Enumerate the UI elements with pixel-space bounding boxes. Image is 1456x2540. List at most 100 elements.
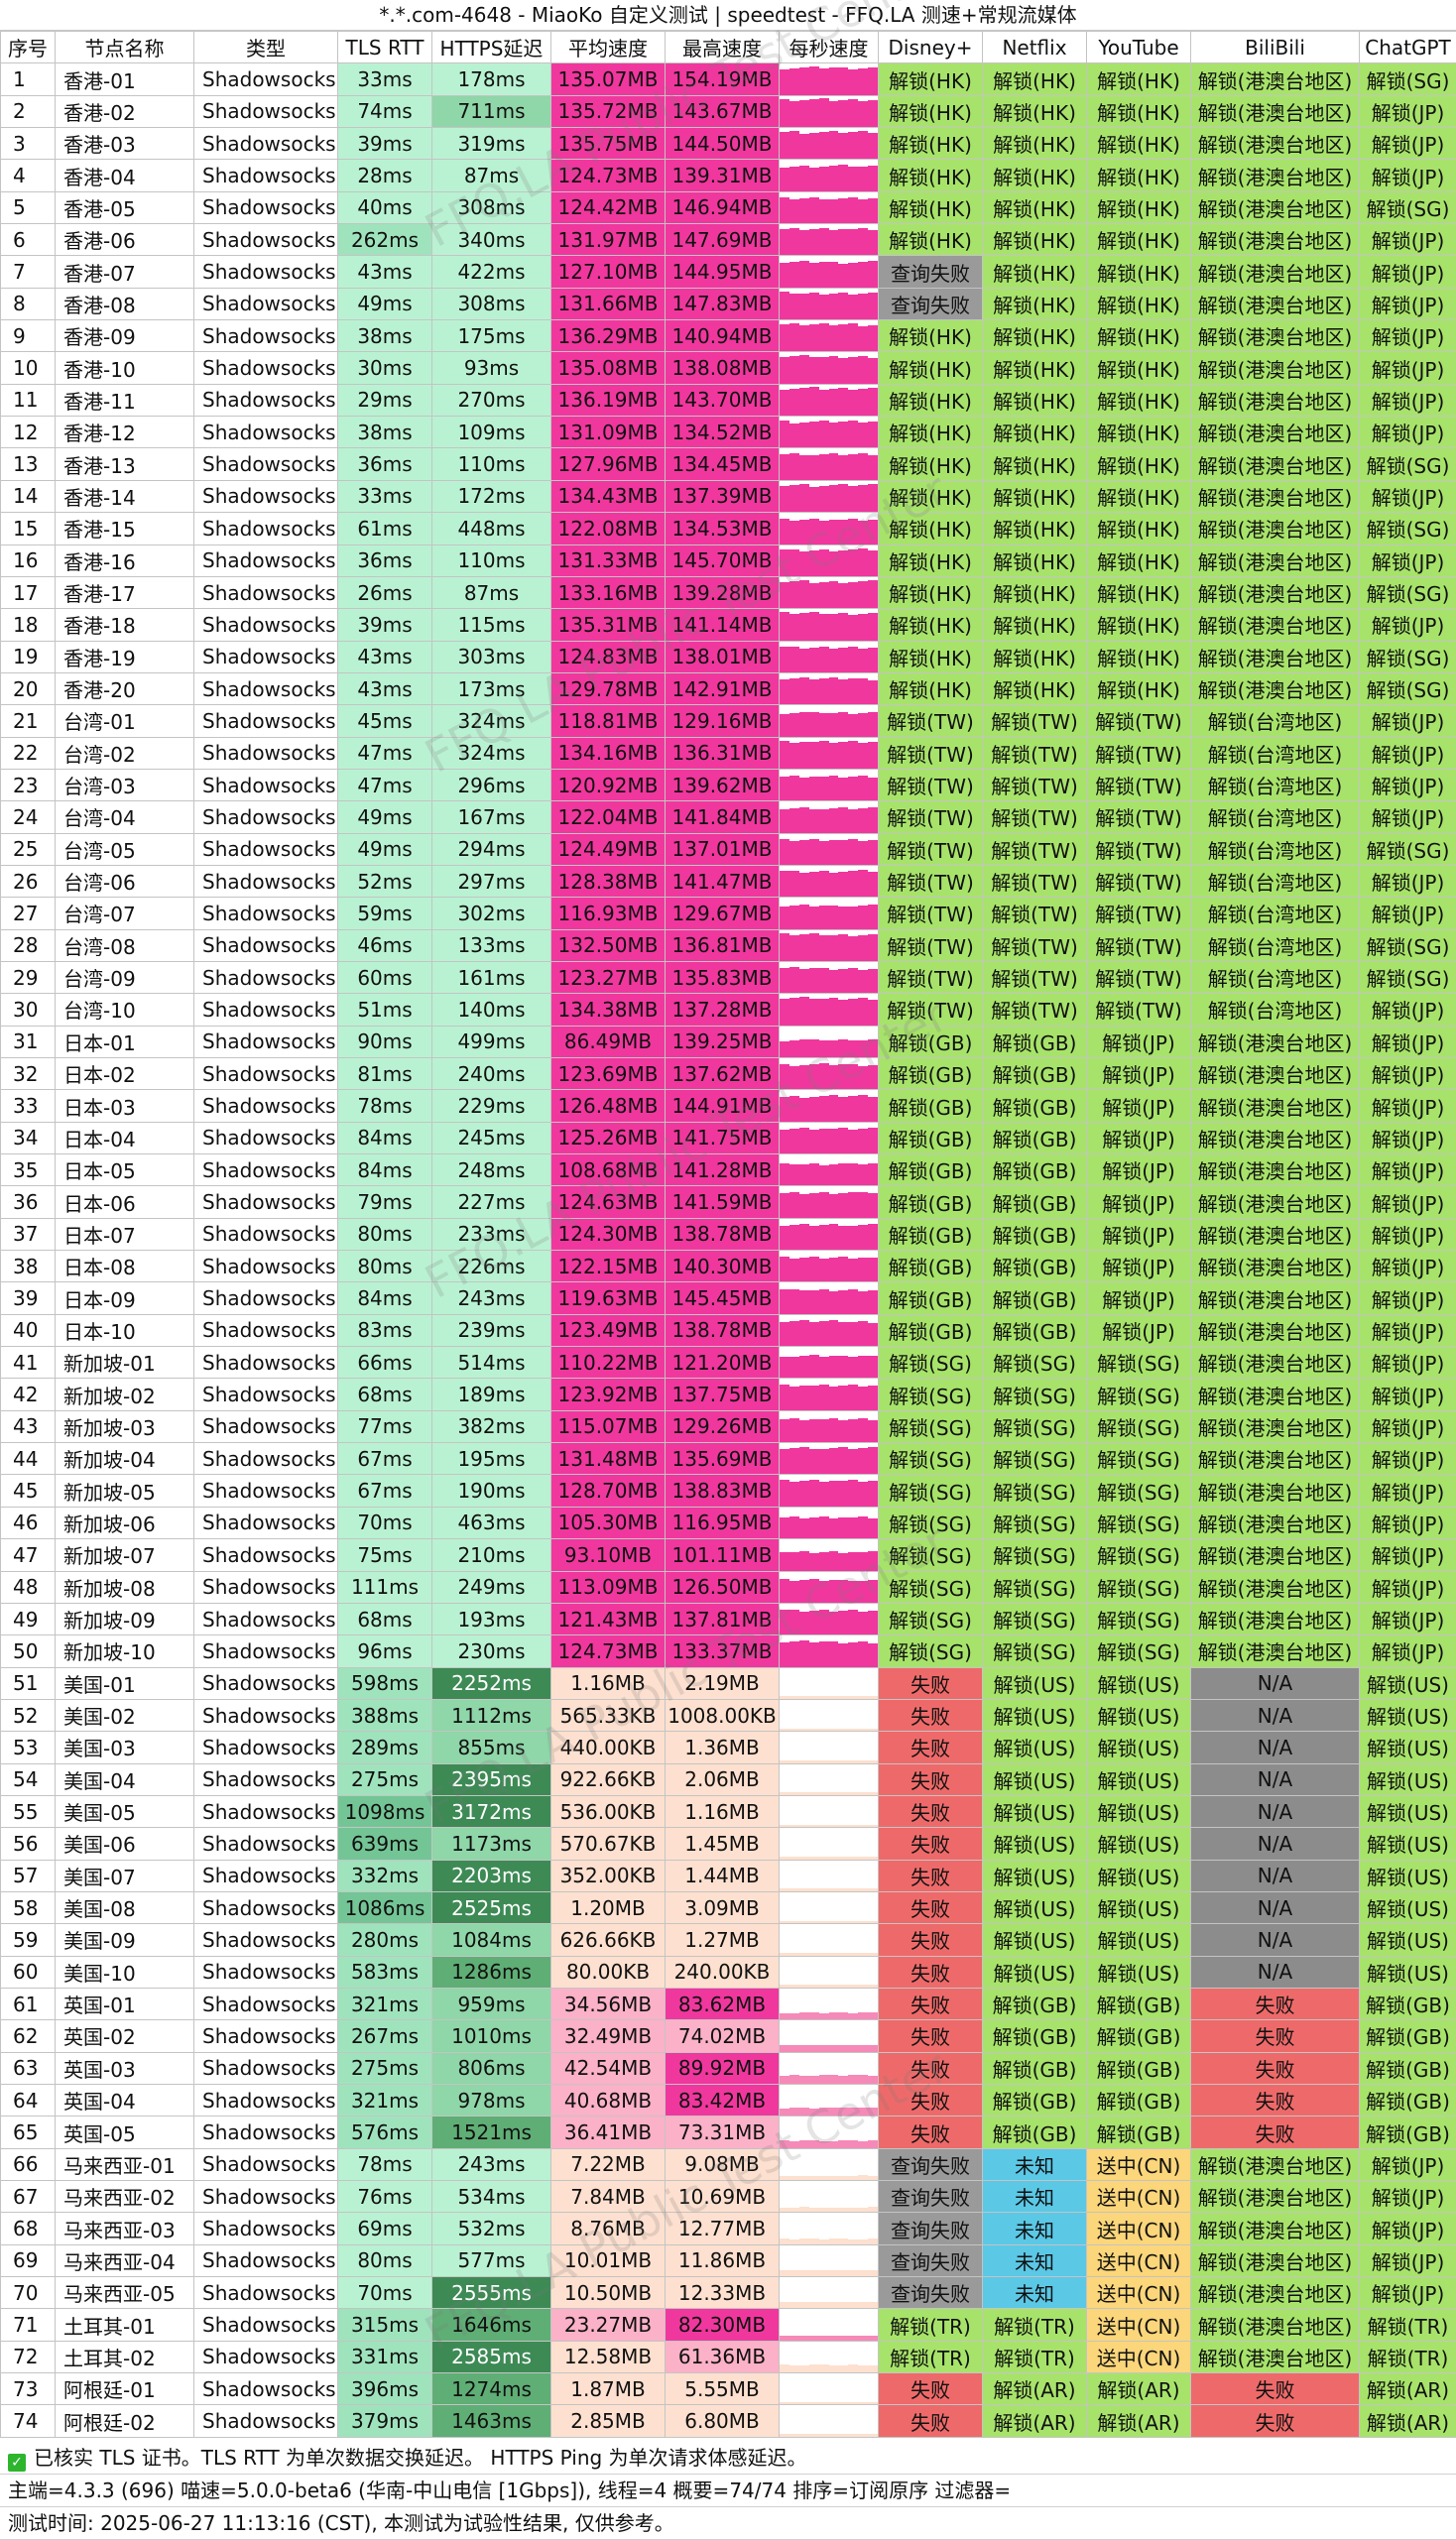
chatgpt-cell: 解锁(JP): [1360, 1090, 1456, 1122]
node-name: 香港-04: [56, 160, 194, 191]
speed-bar: [819, 809, 829, 833]
node-name: 香港-20: [56, 672, 194, 704]
speed-bar: [819, 1696, 829, 1699]
per-second-speed-cell: [780, 320, 879, 352]
youtube-cell: 解锁(AR): [1087, 2405, 1191, 2437]
node-type: Shadowsocks: [194, 1410, 338, 1442]
avg-speed-cell: 120.92MB: [551, 769, 666, 800]
netflix-cell: 解锁(HK): [983, 448, 1087, 480]
speed-sparkline: [780, 1315, 878, 1346]
max-speed-cell: 82.30MB: [666, 2309, 780, 2341]
chatgpt-cell: 解锁(JP): [1360, 737, 1456, 769]
https-latency-cell: 87ms: [432, 160, 551, 191]
speed-bar: [848, 1096, 858, 1121]
tls-rtt-cell: 40ms: [338, 191, 432, 223]
https-latency-cell: 2555ms: [432, 2277, 551, 2309]
bilibili-cell: 解锁(港澳台地区): [1191, 672, 1360, 704]
speed-bar: [799, 1420, 809, 1442]
node-name: 香港-10: [56, 352, 194, 384]
speed-bar: [799, 1985, 809, 1988]
max-speed-cell: 138.83MB: [666, 1475, 780, 1507]
speed-bar: [829, 840, 839, 865]
speed-bar: [848, 69, 858, 95]
per-second-speed-cell: [780, 865, 879, 897]
speed-bar: [809, 1419, 819, 1442]
speed-bar: [868, 1792, 878, 1795]
disney-cell: 解锁(TW): [879, 929, 983, 961]
speed-bar: [789, 967, 799, 993]
speed-bar: [819, 549, 829, 576]
per-second-speed-cell: [780, 1732, 879, 1763]
chatgpt-cell: 解锁(JP): [1360, 1218, 1456, 1250]
speed-sparkline: [780, 1700, 878, 1731]
speed-bar: [848, 357, 858, 384]
per-second-speed-cell: [780, 448, 879, 480]
https-latency-cell: 172ms: [432, 480, 551, 512]
youtube-cell: 解锁(SG): [1087, 1410, 1191, 1442]
node-type: Shadowsocks: [194, 705, 338, 737]
disney-cell: 解锁(GB): [879, 1186, 983, 1218]
https-latency-cell: 239ms: [432, 1314, 551, 1346]
speed-bar: [780, 1064, 789, 1089]
speed-bar: [819, 486, 829, 512]
speed-bar: [819, 2402, 829, 2405]
speed-bar: [829, 423, 839, 448]
netflix-cell: 解锁(HK): [983, 480, 1087, 512]
chatgpt-cell: 解锁(JP): [1360, 1507, 1456, 1538]
node-name: 香港-08: [56, 288, 194, 319]
speed-bar: [809, 1642, 819, 1666]
speed-bar: [829, 1612, 839, 1634]
speed-bar: [868, 807, 878, 832]
max-speed-cell: 3.09MB: [666, 1891, 780, 1923]
row-index: 47: [1, 1539, 56, 1571]
row-index: 8: [1, 288, 56, 319]
speed-bar: [780, 421, 789, 447]
speed-bar: [868, 2238, 878, 2243]
speed-bar: [868, 2402, 878, 2405]
speed-bar: [858, 998, 868, 1026]
avg-speed-cell: 129.78MB: [551, 672, 666, 704]
speed-bar: [819, 390, 829, 417]
youtube-cell: 解锁(HK): [1087, 288, 1191, 319]
max-speed-cell: 139.62MB: [666, 769, 780, 800]
tls-rtt-cell: 70ms: [338, 1507, 432, 1538]
chatgpt-cell: 解锁(JP): [1360, 256, 1456, 288]
netflix-cell: 解锁(US): [983, 1732, 1087, 1763]
speed-bar: [858, 356, 868, 384]
https-latency-cell: 463ms: [432, 1507, 551, 1538]
chatgpt-cell: 解锁(JP): [1360, 95, 1456, 127]
speed-bar: [819, 906, 829, 928]
header-avg-speed: 平均速度: [551, 32, 666, 63]
speed-bar: [858, 614, 868, 641]
node-name: 香港-15: [56, 513, 194, 544]
youtube-cell: 解锁(JP): [1087, 1026, 1191, 1057]
speed-bar: [819, 1225, 829, 1250]
https-latency-cell: 140ms: [432, 994, 551, 1026]
speed-bar: [838, 2012, 848, 2019]
speed-bar: [858, 2270, 868, 2276]
speed-bar: [780, 1760, 789, 1763]
node-name: 马来西亚-03: [56, 2213, 194, 2244]
row-index: 39: [1, 1282, 56, 1314]
speed-bar: [819, 614, 829, 640]
node-name: 台湾-06: [56, 865, 194, 897]
speed-bar: [848, 2364, 858, 2372]
speed-bar: [829, 713, 839, 737]
header-index: 序号: [1, 32, 56, 63]
speed-bar: [868, 484, 878, 512]
per-second-speed-cell: [780, 2117, 879, 2148]
speed-bar: [799, 649, 809, 672]
speed-bar: [858, 2012, 868, 2019]
tls-rtt-cell: 38ms: [338, 417, 432, 448]
speed-bar: [838, 583, 848, 608]
avg-speed-cell: 1.20MB: [551, 1891, 666, 1923]
speed-bar: [819, 132, 829, 160]
speed-bar: [858, 2402, 868, 2405]
avg-speed-cell: 122.08MB: [551, 513, 666, 544]
max-speed-cell: 147.83MB: [666, 288, 780, 319]
speed-bar: [819, 935, 829, 961]
tls-rtt-cell: 43ms: [338, 256, 432, 288]
